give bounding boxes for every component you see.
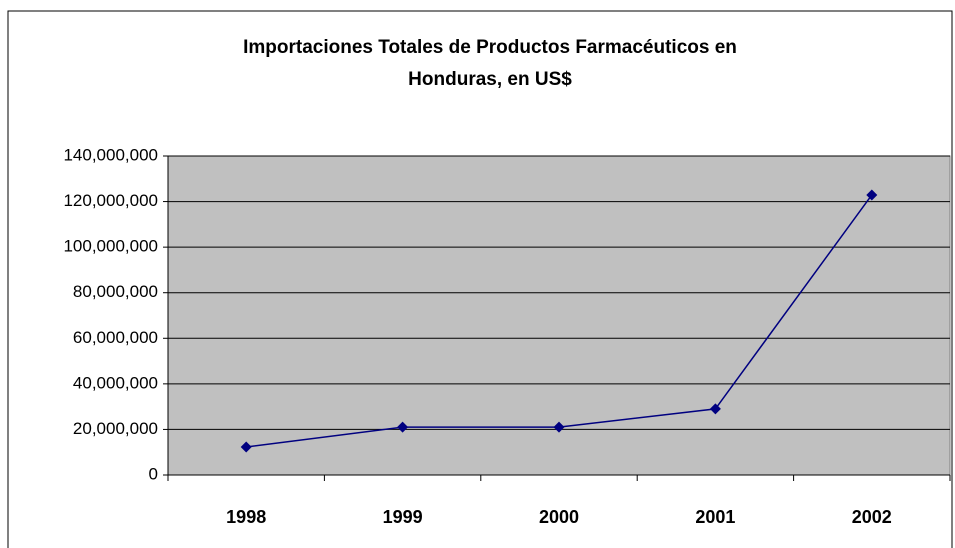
x-tick-label: 2001	[695, 507, 735, 527]
data-point	[866, 189, 878, 201]
y-tick-label: 80,000,000	[73, 282, 158, 301]
data-point	[553, 421, 565, 433]
x-tick-label: 2000	[539, 507, 579, 527]
chart-title: Importaciones Totales de Productos Farma…	[243, 37, 737, 90]
y-tick-label: 20,000,000	[73, 419, 158, 438]
x-tick-label: 1999	[383, 507, 423, 527]
data-point	[240, 441, 252, 453]
x-tick-label: 2002	[852, 507, 892, 527]
y-tick-label: 100,000,000	[63, 237, 158, 256]
x-tick-label: 1998	[226, 507, 266, 527]
chart-title-line: Importaciones Totales de Productos Farma…	[243, 37, 737, 58]
y-tick-label: 40,000,000	[73, 373, 158, 392]
y-tick-label: 120,000,000	[63, 191, 158, 210]
data-point	[397, 421, 409, 433]
y-tick-label: 60,000,000	[73, 328, 158, 347]
chart-title-line: Honduras, en US$	[408, 69, 572, 90]
data-point	[709, 403, 721, 415]
y-tick-label: 0	[149, 464, 158, 483]
y-tick-label: 140,000,000	[63, 145, 158, 164]
